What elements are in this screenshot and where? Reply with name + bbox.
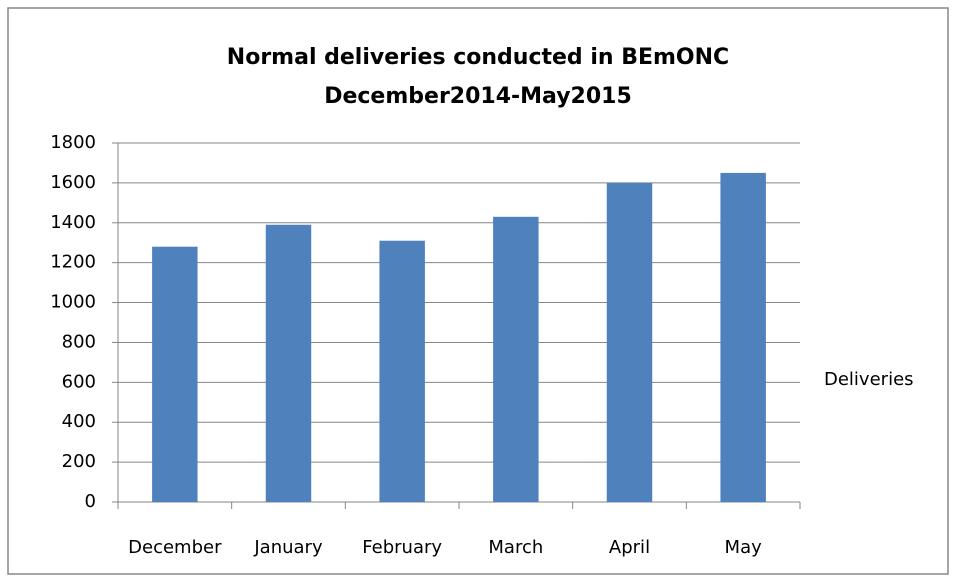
y-tick-label: 0 bbox=[85, 491, 96, 512]
x-tick-label: March bbox=[488, 537, 543, 558]
bar bbox=[152, 246, 198, 502]
x-tick-label: January bbox=[253, 537, 323, 558]
y-tick-label: 1600 bbox=[50, 172, 96, 193]
bar bbox=[379, 240, 425, 502]
x-tick-label: December bbox=[128, 537, 222, 558]
y-tick-label: 1800 bbox=[50, 132, 96, 153]
x-tick-label: May bbox=[725, 537, 763, 558]
y-tick-label: 600 bbox=[62, 371, 96, 392]
y-tick-label: 1200 bbox=[50, 252, 96, 273]
bar bbox=[493, 216, 539, 503]
y-tick-label: 200 bbox=[62, 451, 96, 472]
bar bbox=[720, 172, 766, 502]
x-tick-label: February bbox=[362, 537, 442, 558]
bar bbox=[265, 224, 312, 502]
chart-title: December2014-May2015 bbox=[324, 84, 632, 109]
legend-label: Deliveries bbox=[824, 369, 914, 390]
y-tick-label: 800 bbox=[62, 331, 96, 352]
x-tick-label: April bbox=[609, 537, 650, 558]
y-tick-label: 1400 bbox=[50, 212, 96, 233]
y-tick-label: 400 bbox=[62, 411, 96, 432]
bar bbox=[606, 182, 653, 502]
chart-title: Normal deliveries conducted in BEmONC bbox=[227, 45, 729, 70]
y-tick-label: 1000 bbox=[50, 292, 96, 313]
